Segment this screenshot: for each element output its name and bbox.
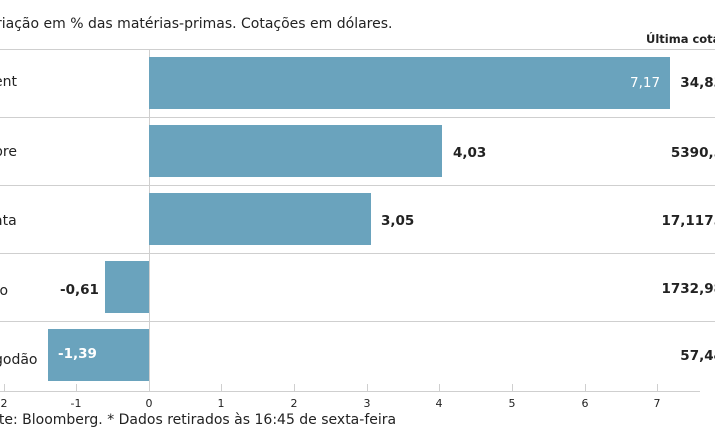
x-tick — [4, 384, 5, 392]
bar — [149, 125, 442, 177]
x-tick-label: 6 — [581, 397, 589, 410]
x-tick-label: -2 — [0, 397, 8, 410]
x-tick — [512, 384, 513, 392]
x-tick — [221, 384, 222, 392]
grid-line — [0, 117, 715, 118]
x-tick — [439, 384, 440, 392]
x-tick-label: 1 — [217, 397, 225, 410]
x-tick — [657, 384, 658, 392]
bar — [149, 57, 670, 109]
quote-column-title: Última cotaç — [646, 32, 715, 46]
bar — [149, 193, 371, 245]
x-tick — [76, 384, 77, 392]
quote-value: 5390,5 — [670, 145, 715, 161]
grid-line — [0, 321, 715, 322]
x-tick — [149, 384, 150, 392]
bar-value-label: -1,39 — [58, 346, 97, 362]
x-tick-label: -1 — [70, 397, 82, 410]
x-tick — [367, 384, 368, 392]
quote-value: 17,1175 — [661, 213, 715, 229]
row-label: ata — [0, 213, 17, 229]
x-tick — [294, 384, 295, 392]
bar-value-label: -0,61 — [60, 282, 99, 298]
row-label: ro — [0, 283, 9, 299]
row-label: bre — [0, 144, 17, 160]
quote-value: 1732,98 — [661, 281, 715, 297]
grid-line — [0, 253, 715, 254]
x-tick — [585, 384, 586, 392]
quote-value: 57,44 — [680, 348, 715, 364]
row-label: ent — [0, 74, 17, 90]
bar-value-label: 4,03 — [453, 145, 487, 161]
x-axis-line — [0, 391, 700, 392]
x-tick-label: 2 — [290, 397, 298, 410]
row-label: godão — [0, 352, 38, 368]
bar — [48, 329, 149, 381]
x-tick-label: 0 — [145, 397, 153, 410]
bar-value-label: 7,17 — [630, 75, 661, 91]
x-tick-label: 4 — [435, 397, 443, 410]
x-tick-label: 3 — [363, 397, 371, 410]
source-note: nte: Bloomberg. * Dados retirados às 16:… — [0, 412, 397, 428]
bar — [105, 261, 149, 313]
grid-line — [0, 49, 715, 50]
chart-subtitle: riação em % das matérias-primas. Cotaçõe… — [0, 16, 393, 32]
x-tick-label: 5 — [508, 397, 516, 410]
x-tick-label: 7 — [653, 397, 661, 410]
quote-value: 34,83 — [680, 75, 715, 91]
bar-value-label: 3,05 — [381, 213, 415, 229]
grid-line — [0, 185, 715, 186]
